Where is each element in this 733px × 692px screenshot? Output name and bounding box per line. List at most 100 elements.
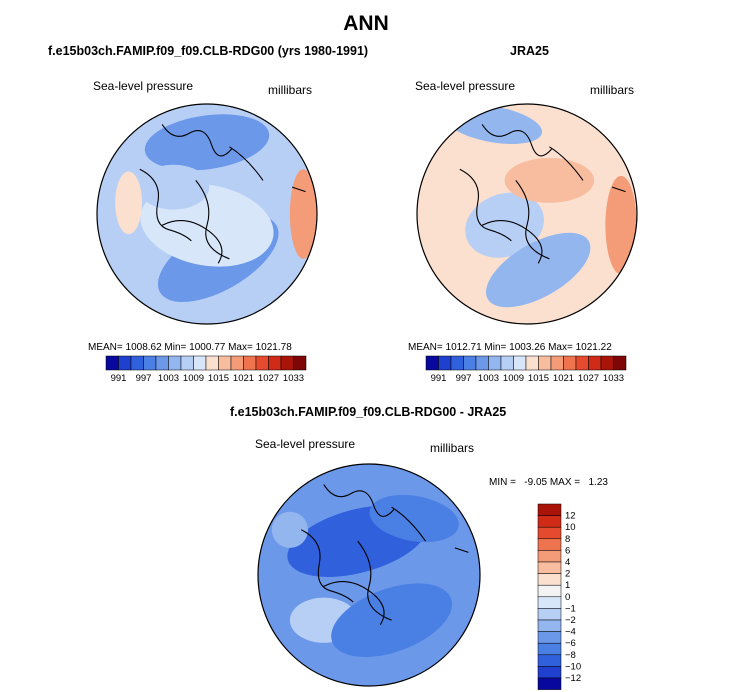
colorbar-tick-label: 1021 xyxy=(233,373,254,384)
colorbar-swatch xyxy=(500,355,514,371)
colorbar-swatch xyxy=(537,526,562,540)
colorbar-swatch xyxy=(537,631,562,644)
panel2-stats: MEAN= 1012.71 Min= 1003.26 Max= 1021.22 xyxy=(408,342,612,353)
colorbar-swatch xyxy=(293,355,307,371)
colorbar-swatch xyxy=(537,608,562,621)
colorbar-swatch xyxy=(550,355,564,371)
colorbar-swatch xyxy=(537,666,562,679)
colorbar-swatch xyxy=(280,355,294,371)
colorbar-swatch xyxy=(218,355,232,371)
colorbar-tick-label: 1 xyxy=(565,580,570,591)
colorbar-swatch xyxy=(513,355,527,371)
colorbar-tick-label: −6 xyxy=(565,638,576,649)
coastline xyxy=(391,506,426,542)
coastline xyxy=(323,581,385,626)
panel1-variable: Sea-level pressure xyxy=(93,79,194,93)
colorbar-tick-label: −8 xyxy=(565,650,576,661)
colorbar-swatch xyxy=(563,355,577,371)
field-contour xyxy=(486,232,591,308)
colorbar-tick-label: 1015 xyxy=(208,373,229,384)
colorbar-swatch xyxy=(168,355,182,371)
colorbar-swatch xyxy=(130,355,144,371)
colorbar-tick-label: 12 xyxy=(565,511,576,522)
colorbar-swatch xyxy=(525,355,539,371)
colorbar-swatch xyxy=(537,538,562,551)
coastline xyxy=(291,186,306,193)
coastline xyxy=(139,168,192,242)
coastline xyxy=(229,146,264,181)
page-title: ANN xyxy=(343,12,389,35)
colorbar-swatch xyxy=(450,355,464,371)
colorbar-swatch xyxy=(537,573,562,586)
panel3-units: millibars xyxy=(430,441,475,455)
colorbar-swatch xyxy=(475,355,489,371)
coastline xyxy=(481,124,553,157)
field-contour xyxy=(144,114,270,171)
colorbar-swatch xyxy=(537,642,562,656)
colorbar-swatch xyxy=(463,355,477,371)
panel1-colorbar: 991 997 1003 1009 1015 1021 1027 1033 xyxy=(105,355,307,384)
colorbar-swatch xyxy=(537,619,562,632)
colorbar-swatch xyxy=(537,561,562,574)
map-border xyxy=(257,463,481,687)
coastline xyxy=(549,146,584,181)
panel2-colorbar: 991 997 1003 1009 1015 1021 1027 1033 xyxy=(425,355,627,384)
panel3-map xyxy=(257,463,481,687)
panel1-stats: MEAN= 1008.62 Min= 1000.77 Max= 1021.78 xyxy=(88,342,292,353)
colorbar-swatch xyxy=(155,355,169,371)
colorbar-tick-label: 1009 xyxy=(183,373,204,384)
field-contour xyxy=(465,192,544,258)
panel2-title: JRA25 xyxy=(510,44,549,58)
coastline xyxy=(611,186,626,193)
colorbar-tick-label: 1021 xyxy=(553,373,574,384)
colorbar-swatch xyxy=(600,355,614,371)
panel3-title: f.e15b03ch.FAMIP.f09_f09.CLB-RDG00 - JRA… xyxy=(230,405,507,419)
colorbar-swatch xyxy=(588,355,602,371)
colorbar-swatch xyxy=(537,677,562,690)
colorbar-swatch xyxy=(575,355,589,371)
colorbar-swatch xyxy=(438,355,452,371)
colorbar-swatch xyxy=(537,654,562,667)
colorbar-swatch xyxy=(537,515,562,528)
panel2-units: millibars xyxy=(590,83,635,97)
colorbar-tick-label: 1027 xyxy=(578,373,599,384)
colorbar-tick-label: 0 xyxy=(565,592,570,603)
colorbar-swatch xyxy=(537,584,562,598)
colorbar-swatch xyxy=(425,355,439,371)
field-contour xyxy=(137,164,210,210)
colorbar-tick-label: −10 xyxy=(565,661,581,672)
map-border xyxy=(96,103,318,325)
colorbar-tick-label: 8 xyxy=(565,534,570,545)
colorbar-tick-label: 997 xyxy=(456,373,472,384)
field-contour xyxy=(605,175,637,275)
colorbar-tick-label: −12 xyxy=(565,673,581,684)
field-contour xyxy=(271,511,308,548)
panel1-title: f.e15b03ch.FAMIP.f09_f09.CLB-RDG00 (yrs … xyxy=(48,44,369,58)
field-contour xyxy=(369,494,459,543)
colorbar-tick-label: 997 xyxy=(136,373,152,384)
field-contour xyxy=(289,169,317,259)
colorbar-tick-label: 1003 xyxy=(478,373,499,384)
coastline xyxy=(161,220,223,264)
panel3-variable: Sea-level pressure xyxy=(255,437,356,451)
colorbar-tick-label: 1003 xyxy=(158,373,179,384)
field-contour xyxy=(504,158,595,203)
map-border xyxy=(416,103,638,325)
colorbar-swatch xyxy=(537,596,562,609)
coastline xyxy=(454,547,469,553)
colorbar-swatch xyxy=(143,355,157,371)
panel3-stats: MIN = -9.05 MAX = 1.23 xyxy=(489,477,608,488)
colorbar-swatch xyxy=(538,355,552,371)
colorbar-swatch xyxy=(118,355,132,371)
colorbar-swatch xyxy=(243,355,257,371)
colorbar-tick-label: 991 xyxy=(111,373,127,384)
coastline xyxy=(161,124,233,157)
colorbar-tick-label: 1033 xyxy=(603,373,624,384)
colorbar-tick-label: 991 xyxy=(431,373,447,384)
colorbar-tick-label: 1015 xyxy=(528,373,549,384)
colorbar-swatch xyxy=(180,355,194,371)
coastline xyxy=(195,180,230,260)
colorbar-swatch xyxy=(537,503,562,516)
colorbar-tick-label: 10 xyxy=(565,522,576,533)
